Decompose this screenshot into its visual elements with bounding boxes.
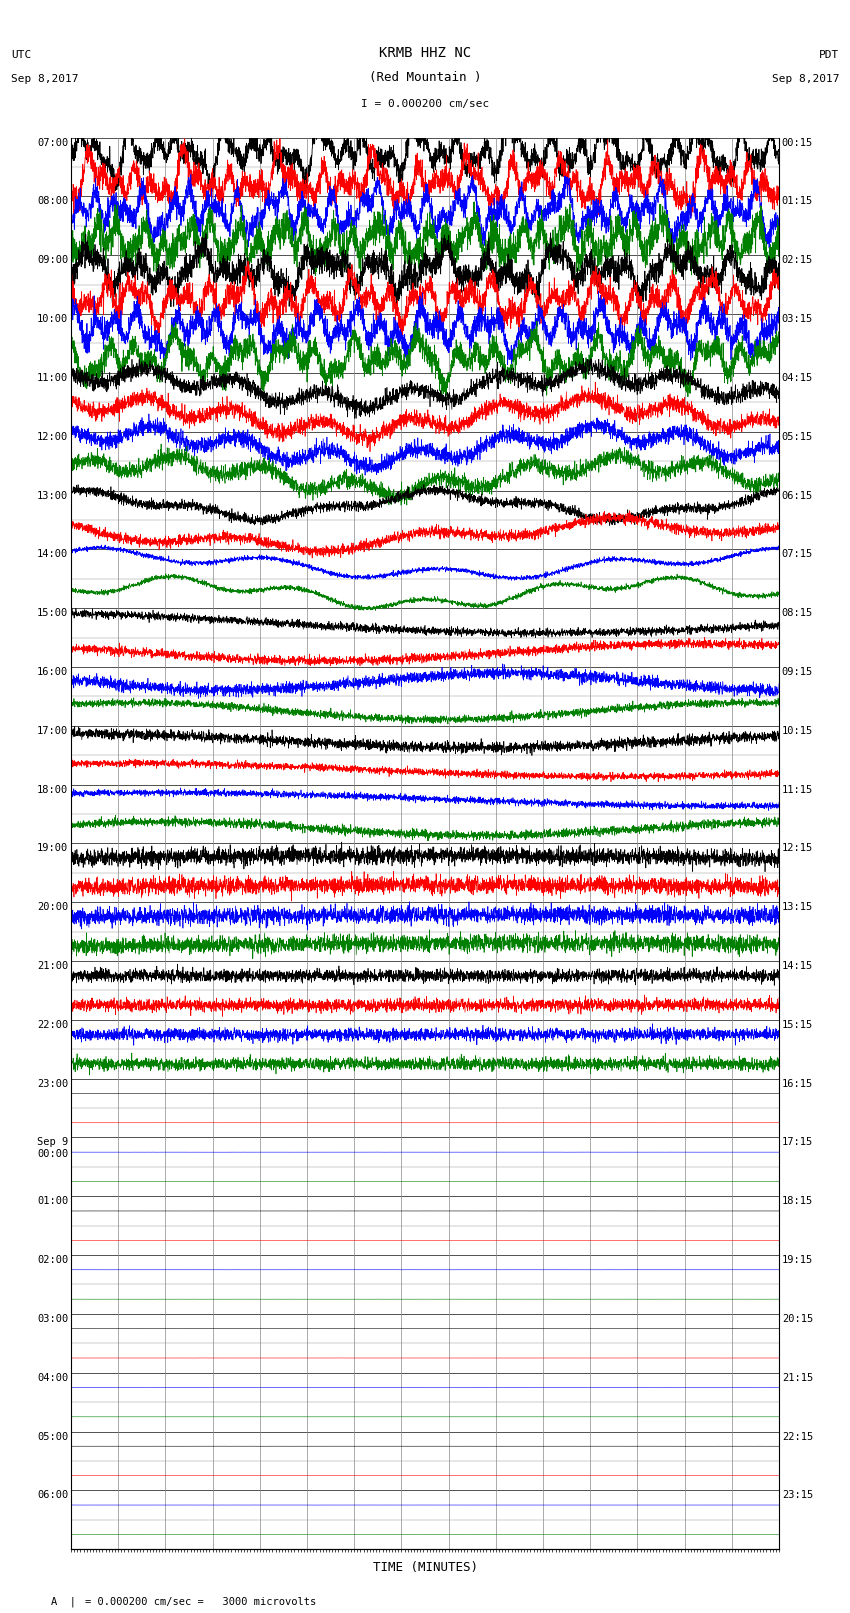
Text: = 0.000200 cm/sec =   3000 microvolts: = 0.000200 cm/sec = 3000 microvolts bbox=[85, 1597, 316, 1607]
X-axis label: TIME (MINUTES): TIME (MINUTES) bbox=[372, 1561, 478, 1574]
Text: PDT: PDT bbox=[819, 50, 839, 60]
Text: A  |: A | bbox=[51, 1595, 76, 1607]
Text: (Red Mountain ): (Red Mountain ) bbox=[369, 71, 481, 84]
Text: KRMB HHZ NC: KRMB HHZ NC bbox=[379, 47, 471, 60]
Text: Sep 8,2017: Sep 8,2017 bbox=[772, 74, 839, 84]
Text: I = 0.000200 cm/sec: I = 0.000200 cm/sec bbox=[361, 100, 489, 110]
Text: Sep 8,2017: Sep 8,2017 bbox=[11, 74, 78, 84]
Text: UTC: UTC bbox=[11, 50, 31, 60]
